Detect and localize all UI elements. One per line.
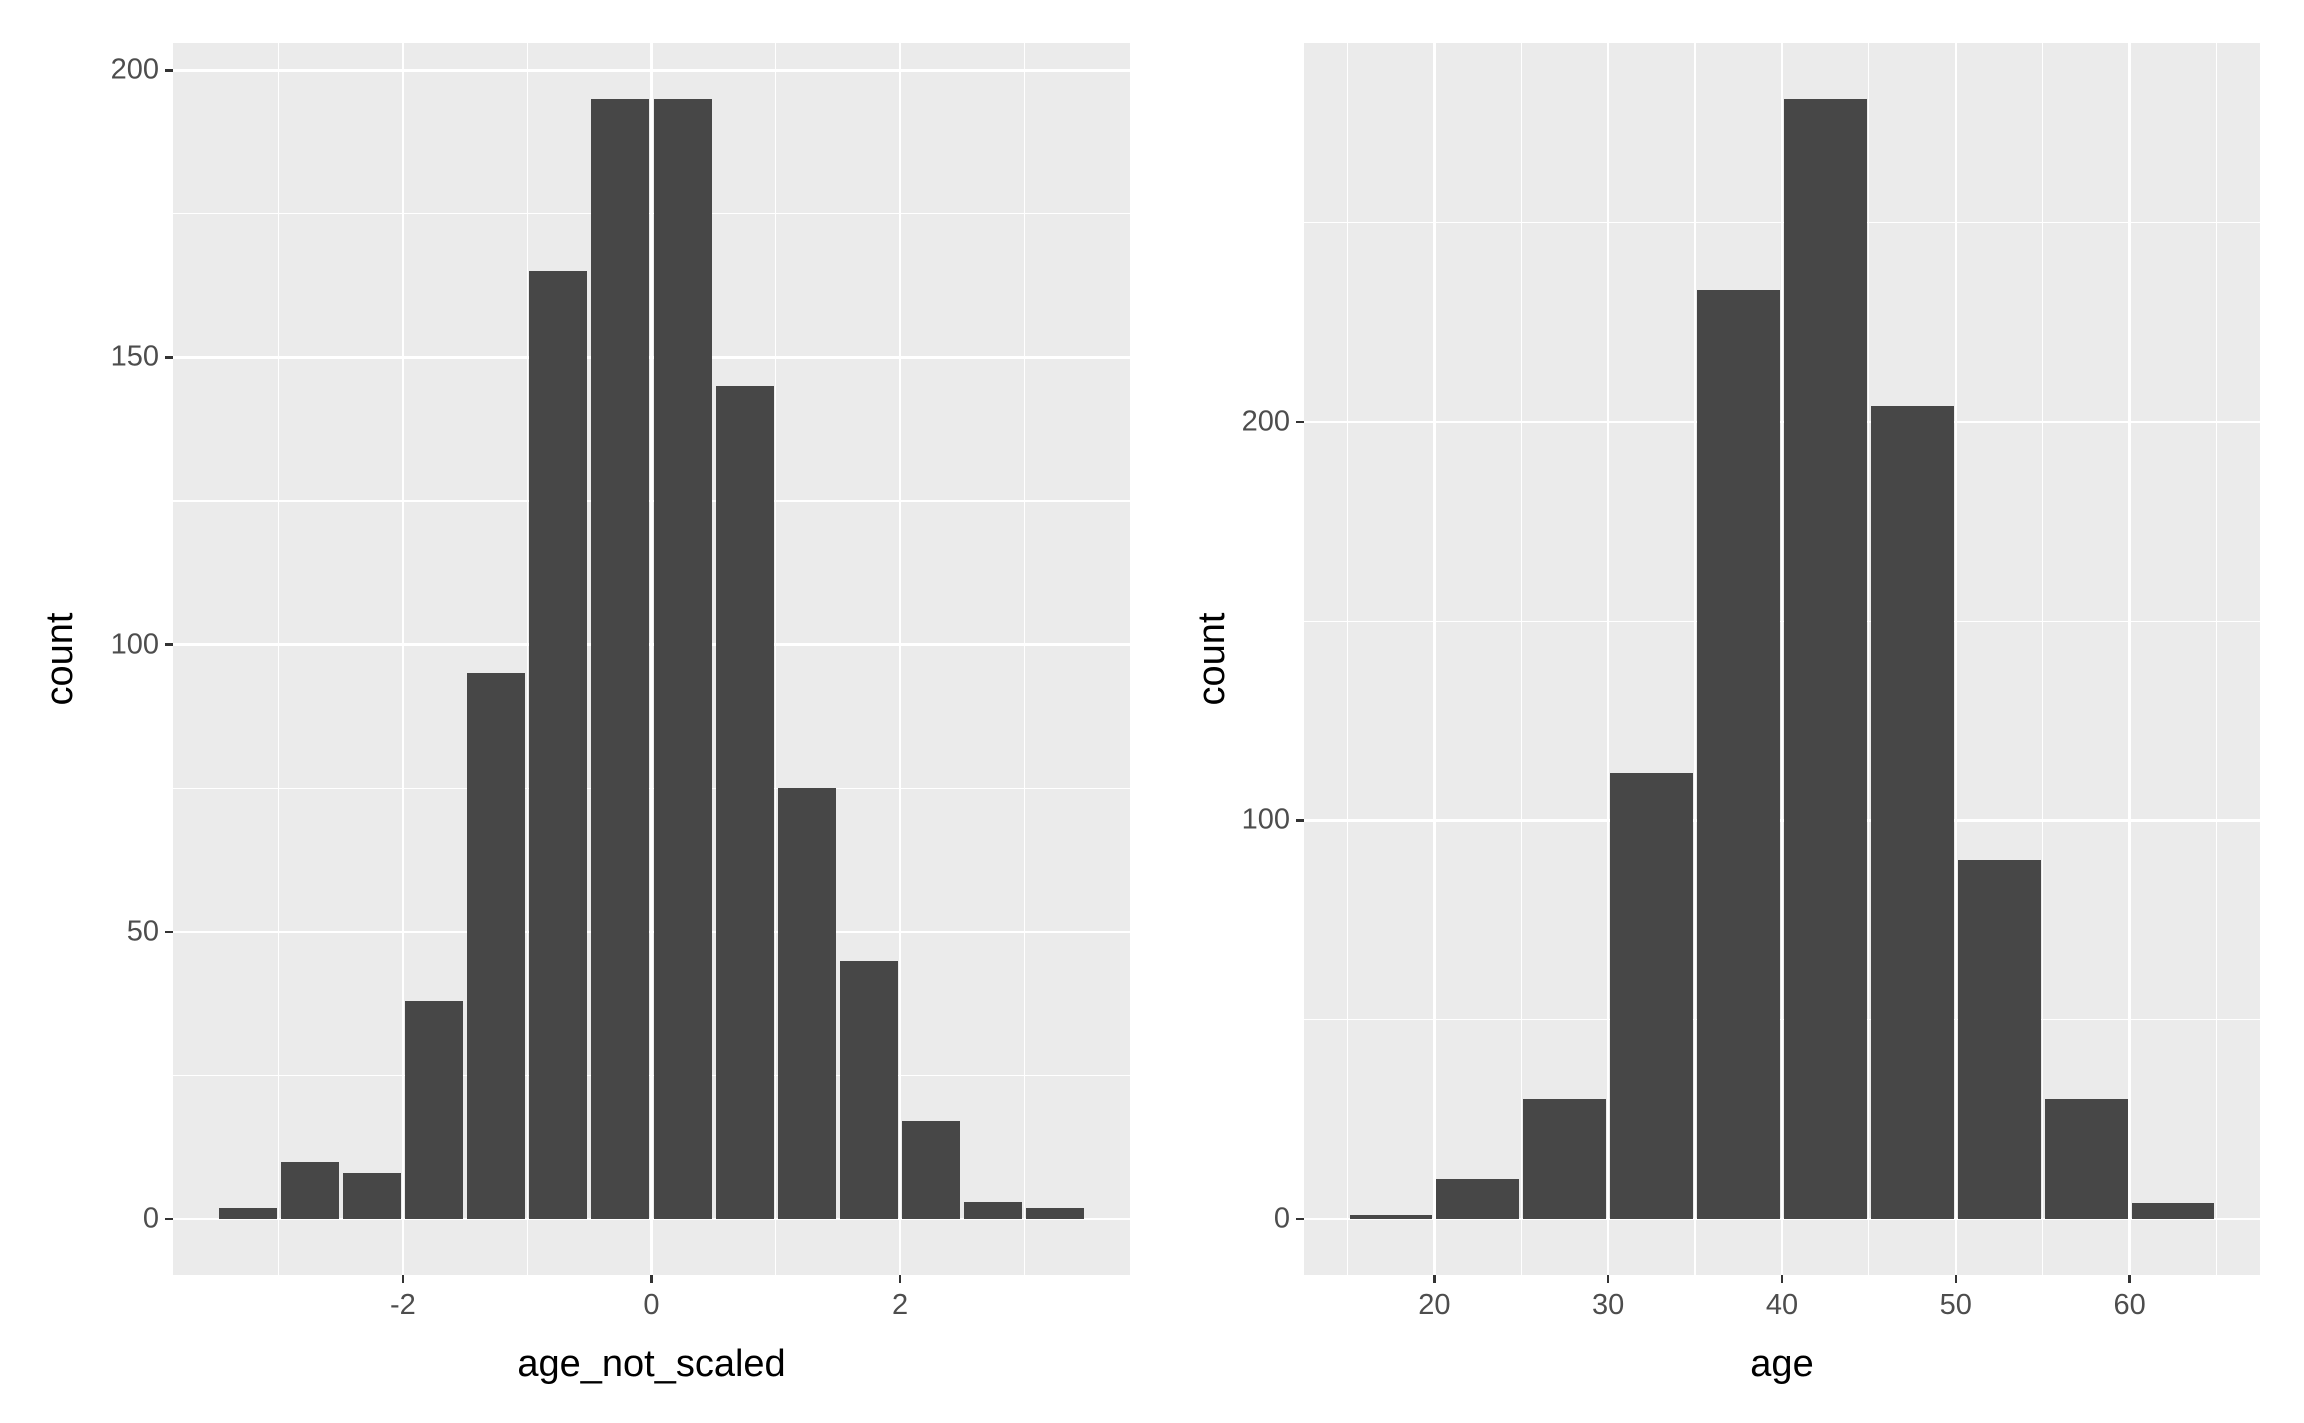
- y-axis-tick: [165, 356, 173, 359]
- y-axis-title: count: [1191, 612, 1233, 706]
- histogram-bar: [1436, 1179, 1520, 1219]
- histogram-bar: [1957, 860, 2041, 1219]
- histogram-bar: [964, 1201, 1023, 1219]
- histogram-bar: [715, 386, 774, 1219]
- gridline-minor-x: [2042, 43, 2044, 1275]
- y-axis-tick-label: 100: [1241, 803, 1290, 836]
- histogram-bar: [840, 960, 898, 1219]
- x-axis-tick: [650, 1275, 653, 1283]
- gridline-minor-x: [775, 43, 777, 1275]
- x-axis-tick-label: 20: [1418, 1289, 1451, 1321]
- y-axis-tick: [165, 643, 173, 646]
- gridline-minor-x: [1520, 43, 1522, 1275]
- histogram-age-not-scaled: count age_not_scaled: [39, 613, 786, 1385]
- histogram-bar: [591, 99, 650, 1219]
- x-axis-tick-label: 50: [1939, 1289, 1972, 1321]
- gridline-major-x: [2128, 43, 2131, 1275]
- histogram-bar: [777, 788, 836, 1219]
- histogram-age: count age: [1152, 0, 2304, 1423]
- histogram-bar: [342, 1173, 401, 1219]
- gridline-major-x: [1954, 43, 1958, 1275]
- y-axis-tick: [165, 1217, 173, 1221]
- histogram-bar: [2131, 1203, 2215, 1219]
- histogram-bar: [2044, 1099, 2128, 1219]
- histogram-bar: [467, 673, 526, 1219]
- x-axis-tick: [1606, 1275, 1610, 1283]
- histogram-bar: [1026, 1207, 1085, 1219]
- gridline-major-x: [401, 43, 405, 1275]
- y-axis-tick: [1296, 819, 1304, 822]
- gridline-minor-x: [526, 43, 528, 1275]
- gridline-major-x: [1780, 43, 1784, 1275]
- histogram-bar: [1784, 99, 1867, 1219]
- x-axis-tick-label: 30: [1592, 1289, 1625, 1321]
- gridline-major-x: [898, 43, 902, 1275]
- x-axis-tick-label: 60: [2113, 1289, 2146, 1321]
- gridline-minor-x: [1346, 43, 1349, 1275]
- histogram-bar: [405, 1000, 463, 1219]
- gridline-minor-x: [1868, 43, 1870, 1275]
- gridline-minor-x: [1023, 43, 1025, 1275]
- histogram-bar: [1697, 290, 1780, 1219]
- x-axis-tick-label: 0: [643, 1289, 660, 1321]
- x-axis-tick: [1954, 1275, 1958, 1283]
- x-axis-tick-label: 40: [1765, 1289, 1799, 1321]
- x-axis-title: age_not_scaled: [517, 1343, 786, 1385]
- gridline-major-x: [1433, 43, 1436, 1275]
- x-axis-tick: [1780, 1275, 1784, 1283]
- x-axis-tick-label: 2: [891, 1289, 909, 1321]
- x-axis-tick-label: -2: [390, 1289, 416, 1321]
- y-axis-tick: [165, 69, 173, 72]
- gridline-minor-x: [2215, 43, 2218, 1275]
- histogram-bar: [1523, 1099, 1607, 1219]
- y-axis-tick: [1296, 420, 1304, 424]
- x-axis-tick: [2128, 1275, 2131, 1283]
- histogram-bar: [1349, 1215, 1433, 1219]
- gridline-major-x: [650, 43, 653, 1275]
- histogram-bar: [280, 1161, 339, 1219]
- histogram-bar: [902, 1121, 961, 1219]
- y-axis-tick-label: 150: [110, 340, 159, 373]
- y-axis-tick: [165, 930, 173, 934]
- histogram-bar: [218, 1207, 277, 1219]
- x-axis-tick: [1433, 1275, 1436, 1283]
- y-axis-tick-label: 50: [126, 915, 159, 948]
- gridline-minor-x: [278, 43, 280, 1275]
- histogram-bar: [653, 99, 712, 1219]
- histogram-bar: [1871, 405, 1954, 1219]
- histogram-bar: [529, 271, 588, 1219]
- y-axis-tick-label: 200: [110, 53, 159, 86]
- gridline-major-x: [1606, 43, 1610, 1275]
- y-axis-tick-label: 0: [1273, 1202, 1290, 1235]
- gridline-minor-x: [1694, 43, 1696, 1275]
- x-axis-tick: [898, 1275, 902, 1283]
- histogram-bar: [1610, 772, 1693, 1219]
- y-axis-tick-label: 100: [110, 628, 159, 661]
- y-axis-tick-label: 200: [1241, 405, 1290, 438]
- y-axis-tick-label: 0: [142, 1202, 159, 1235]
- y-axis-tick: [1296, 1217, 1304, 1221]
- x-axis-title: age: [1750, 1343, 1814, 1385]
- x-axis-tick: [401, 1275, 405, 1283]
